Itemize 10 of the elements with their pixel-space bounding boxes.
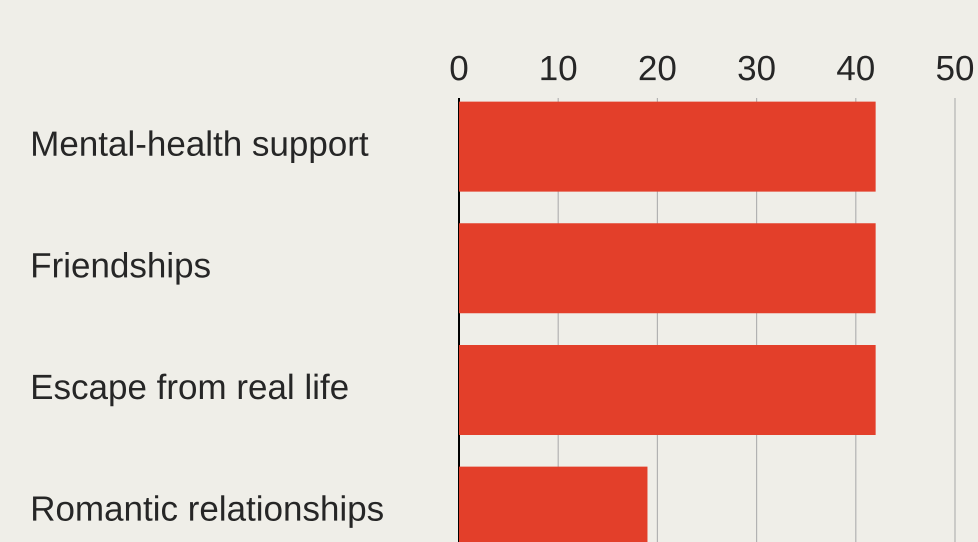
y-tick-label: Friendships (33, 252, 210, 285)
x-tick-label: 30 (738, 56, 775, 80)
y-tick-label: Mental-health support (33, 130, 368, 163)
x-tick-label: 50 (936, 56, 974, 80)
y-tick-label: Escape from real life (33, 374, 348, 406)
x-tick-label: 10 (541, 56, 576, 80)
x-tick-label: 0 (450, 56, 468, 80)
x-tick-label: 40 (837, 56, 874, 80)
x-tick-label: 20 (640, 56, 676, 80)
y-tick-label: Romantic relationships (33, 495, 383, 528)
